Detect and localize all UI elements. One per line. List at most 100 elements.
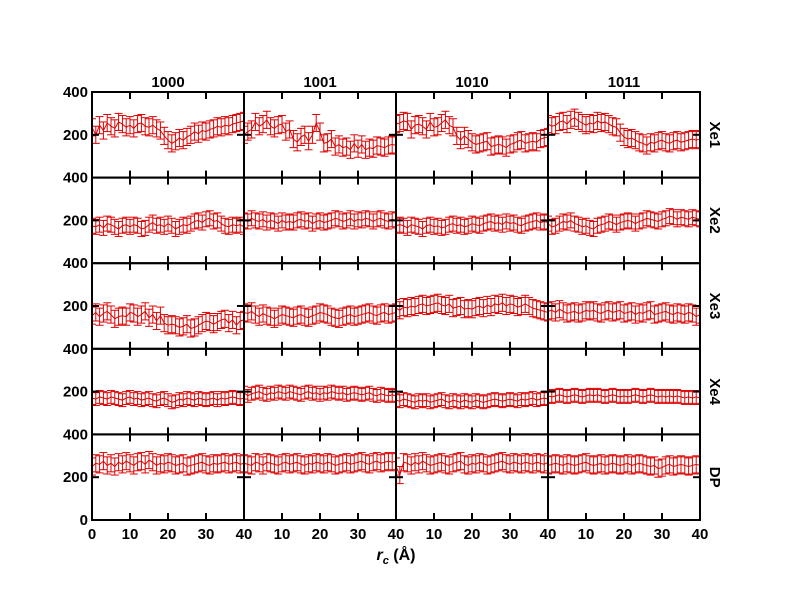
panel-ticks <box>92 434 244 520</box>
panel-dp-1010 <box>395 433 549 521</box>
column-label: 1001 <box>303 74 336 91</box>
x-tick-label: 40 <box>388 526 405 543</box>
x-tick-label: 30 <box>350 526 367 543</box>
x-axis-title: rc (Å) <box>376 545 415 567</box>
panel-xe4-1010 <box>395 347 549 436</box>
panel-ticks <box>244 92 396 178</box>
error-bars <box>547 387 701 405</box>
panel-xe1-1010 <box>395 91 549 179</box>
x-tick-label: 20 <box>616 526 633 543</box>
panel-ticks <box>92 92 244 178</box>
panel-ticks <box>396 263 548 349</box>
panel-dp-1011 <box>547 433 701 521</box>
error-bars <box>243 384 397 403</box>
y-tick-label: 200 <box>63 127 88 144</box>
panel-ticks <box>548 92 700 178</box>
panel-xe1-1000 <box>91 91 245 179</box>
panel-frame <box>547 433 701 521</box>
panel-ticks <box>244 177 396 264</box>
panel-ticks <box>396 92 548 178</box>
x-tick-label: 30 <box>198 526 215 543</box>
panel-frame <box>91 433 245 521</box>
x-tick-label: 40 <box>236 526 253 543</box>
panel-dp-1001 <box>243 433 397 521</box>
series-line <box>395 397 549 403</box>
x-axis-title-unit: (Å) <box>389 545 416 564</box>
x-tick-labels: 0 10 20 30 40 10 20 30 40 10 20 30 40 10 20 30 40 <box>88 526 709 543</box>
y-tick-label: 200 <box>63 212 88 229</box>
y-tick-label: 400 <box>63 255 88 272</box>
panel-frame <box>395 347 549 436</box>
panel-ticks <box>396 177 548 264</box>
panel-xe3-1010 <box>395 262 549 350</box>
panel-ticks <box>548 348 700 435</box>
y-tick-label: 0 <box>80 512 88 529</box>
x-tick-label: 20 <box>312 526 329 543</box>
panel-dp-1000 <box>91 433 245 521</box>
x-tick-label: 40 <box>692 526 709 543</box>
series-line <box>547 308 701 318</box>
error-bars <box>547 300 701 326</box>
x-tick-label: 30 <box>654 526 671 543</box>
panel-ticks <box>92 263 244 349</box>
x-tick-label: 40 <box>540 526 557 543</box>
y-tick-labels: 200 400 200 400 200 400 200 400 0 200 400 <box>63 84 88 529</box>
error-bars <box>395 452 549 485</box>
panel-xe3-1011 <box>547 262 701 350</box>
y-tick-label: 400 <box>63 426 88 443</box>
panel-xe2-1000 <box>91 176 245 265</box>
panel-ticks <box>92 177 244 264</box>
x-tick-label: 20 <box>160 526 177 543</box>
panel-xe2-1011 <box>547 176 701 265</box>
series-line <box>547 394 701 399</box>
y-tick-label: 400 <box>63 170 88 187</box>
series-line <box>91 120 245 144</box>
column-label: 1010 <box>455 74 488 91</box>
error-bars <box>91 111 245 153</box>
y-tick-label: 400 <box>63 84 88 101</box>
series-line <box>243 217 397 225</box>
panel-ticks <box>92 348 244 435</box>
error-bars <box>243 110 397 159</box>
column-label: 1000 <box>151 74 184 91</box>
x-tick-label: 30 <box>502 526 519 543</box>
series-line <box>547 461 701 470</box>
series-line <box>91 396 245 403</box>
x-axis-title-main: r <box>376 547 383 564</box>
column-label: 1011 <box>608 74 641 91</box>
row-label: Xe3 <box>706 293 723 320</box>
panel-ticks <box>244 434 396 520</box>
x-tick-label: 20 <box>464 526 481 543</box>
column-labels: 1000 1001 1010 1011 <box>151 74 640 91</box>
panel-ticks <box>396 434 548 520</box>
series-line <box>395 119 549 149</box>
error-bars <box>547 208 701 237</box>
series-line <box>243 118 397 151</box>
panel-xe2-1001 <box>243 176 397 265</box>
series-line <box>91 459 245 468</box>
x-tick-label: 10 <box>578 526 595 543</box>
panel-grid <box>91 91 701 521</box>
error-bars <box>395 110 549 157</box>
panel-xe3-1000 <box>91 262 245 350</box>
row-label: Xe2 <box>706 207 723 234</box>
series-line <box>91 310 245 330</box>
panel-xe2-1010 <box>395 176 549 265</box>
series-line <box>547 215 701 230</box>
row-label: Xe1 <box>706 121 723 148</box>
panel-xe3-1001 <box>243 262 397 350</box>
row-label: Xe4 <box>706 378 723 405</box>
panel-ticks <box>548 434 700 520</box>
panel-xe4-1001 <box>243 347 397 436</box>
x-tick-label: 10 <box>426 526 443 543</box>
panel-ticks <box>548 177 700 264</box>
series-line <box>395 302 549 313</box>
x-tick-label: 10 <box>274 526 291 543</box>
y-tick-label: 200 <box>63 469 88 486</box>
panel-frame <box>395 433 549 521</box>
x-axis-title-sub: c <box>383 555 389 567</box>
row-labels: Xe1 Xe2 Xe3 Xe4 DP <box>706 121 723 487</box>
series-line <box>395 219 549 230</box>
y-tick-label: 200 <box>63 298 88 315</box>
